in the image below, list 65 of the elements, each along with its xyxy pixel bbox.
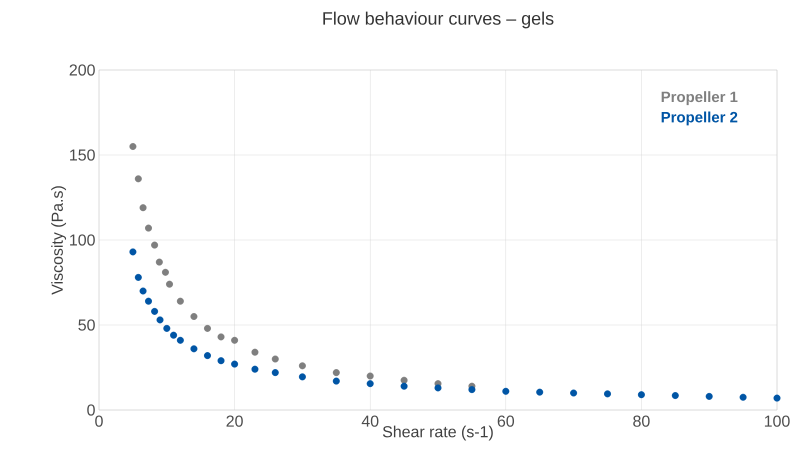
point [332, 378, 340, 385]
point [176, 298, 184, 305]
point [638, 391, 645, 398]
point [536, 388, 544, 396]
point [434, 384, 442, 392]
point [134, 274, 142, 281]
point [162, 268, 169, 276]
y-tick-label: 150 [70, 149, 95, 161]
point [204, 352, 211, 360]
point [672, 392, 679, 400]
point [502, 388, 510, 395]
x-axis-title: Shear rate (s-1) [382, 426, 493, 440]
point [251, 348, 258, 356]
y-tick-label: 100 [70, 234, 95, 246]
point [144, 224, 152, 232]
point [218, 357, 225, 364]
point [163, 324, 170, 332]
point [129, 142, 136, 150]
point [231, 360, 238, 368]
point [156, 316, 164, 324]
point [190, 345, 198, 352]
point [140, 204, 147, 212]
point [144, 298, 152, 305]
point [190, 313, 198, 320]
point [706, 392, 713, 400]
y-tick-label: 0 [87, 404, 95, 416]
point [400, 376, 408, 384]
point [231, 336, 238, 344]
x-tick-label: 0 [95, 416, 103, 427]
y-axis-title: Viscosity (Pa.s) [51, 186, 66, 295]
text: Propeller 1 [662, 91, 738, 106]
point [176, 336, 184, 344]
point [332, 369, 340, 376]
point [218, 333, 225, 340]
point [570, 390, 578, 396]
point [272, 356, 279, 362]
point [774, 394, 781, 402]
point [740, 394, 747, 401]
text: Propeller 2 [662, 111, 738, 126]
point [151, 242, 158, 249]
point [604, 390, 612, 398]
point [170, 332, 178, 339]
point [400, 382, 408, 390]
point [204, 324, 211, 332]
point [166, 280, 174, 288]
point [129, 248, 136, 256]
point [298, 362, 306, 370]
point [298, 373, 306, 380]
point [272, 369, 279, 376]
x-tick-label: 40 [362, 416, 378, 427]
point [366, 372, 374, 380]
x-tick-label: 60 [498, 416, 514, 427]
x-tick-label: 80 [633, 416, 650, 427]
point [468, 386, 476, 394]
y-tick-label: 50 [78, 319, 95, 331]
point [151, 308, 158, 315]
x-tick-label: 100 [764, 416, 790, 427]
point [134, 175, 142, 182]
y-tick-label: 200 [70, 64, 95, 76]
x-tick-label: 20 [226, 416, 243, 427]
point [251, 366, 258, 373]
point [366, 380, 374, 388]
point [140, 288, 147, 294]
chart-title: Flow behaviour curves – gels [323, 12, 554, 28]
point [156, 258, 163, 266]
